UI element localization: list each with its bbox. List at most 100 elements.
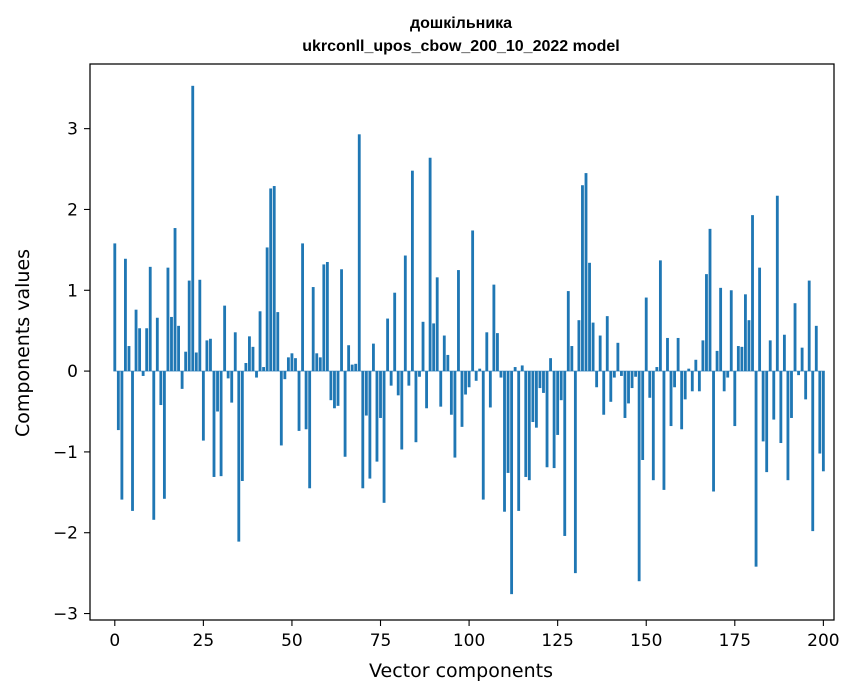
bar-115 [520,365,524,372]
bar-160 [680,371,684,430]
bar-143 [620,371,623,376]
bar-21 [187,280,191,372]
bar-78 [389,371,393,386]
bar-25 [201,371,205,441]
bar-12 [155,317,159,372]
bar-162 [687,368,691,372]
bar-61 [329,371,333,401]
bar-111 [506,371,510,473]
bar-152 [651,371,655,481]
bar-73 [372,343,375,372]
bar-91 [435,277,439,372]
bar-108 [496,333,499,372]
bar-193 [797,371,800,376]
bar-9 [145,328,149,372]
bar-17 [173,228,177,372]
bar-76 [382,371,386,503]
bar-148 [637,371,641,582]
bar-156 [666,337,669,372]
bar-50 [290,353,294,372]
bar-164 [694,359,698,372]
y-axis-label: Components values [12,249,34,437]
x-axis-label: Vector components [369,660,553,682]
bar-176 [736,346,740,372]
bar-5 [131,371,134,511]
bar-27 [209,338,212,372]
bar-85 [414,371,418,443]
bar-16 [170,316,173,372]
bar-36 [240,371,244,481]
bar-38 [248,336,251,372]
bar-188 [779,371,783,444]
bar-140 [609,371,613,402]
x-tick-label: 200 [807,631,839,651]
bar-87 [421,321,425,372]
bar-62 [333,371,336,409]
bar-59 [322,264,326,372]
bar-58 [318,357,322,372]
bar-99 [464,371,467,395]
bar-133 [584,173,588,372]
bar-169 [712,371,715,492]
bar-114 [517,371,521,511]
bar-43 [265,247,269,372]
bar-170 [715,350,719,372]
bar-30 [219,371,223,477]
bar-122 [545,371,549,468]
bar-29 [216,371,219,412]
bar-8 [141,371,145,376]
bar-24 [198,279,202,372]
bar-166 [701,340,705,372]
bar-96 [453,371,457,458]
bar-185 [768,340,772,372]
bar-141 [612,371,616,378]
x-tick-label: 150 [630,631,662,651]
chart-title: дошкільника [410,15,512,32]
bar-60 [325,261,329,372]
bar-200 [821,371,825,472]
bar-45 [272,186,276,372]
bar-41 [258,311,262,372]
bar-14 [162,371,166,499]
bar-90 [432,323,436,372]
bar-77 [386,318,390,372]
bar-123 [549,358,552,372]
bar-180 [751,215,754,372]
bar-196 [807,280,811,372]
bar-52 [297,371,301,431]
bar-51 [294,358,297,372]
bar-138 [602,371,606,415]
bar-54 [304,371,308,430]
bar-174 [729,290,733,372]
bar-47 [279,371,283,446]
bar-6 [134,309,138,372]
bar-67 [350,364,354,372]
bar-106 [488,371,492,408]
bar-195 [804,371,808,400]
bar-121 [542,371,545,393]
bar-88 [425,371,428,409]
bar-192 [793,303,797,372]
bar-94 [446,354,450,372]
bar-74 [375,371,379,462]
bar-187 [775,195,779,372]
bar-81 [400,371,404,450]
bar-147 [634,371,638,377]
bar-177 [740,346,744,372]
bar-39 [251,346,255,372]
bar-23 [194,352,198,372]
x-tick-label: 25 [193,631,215,651]
bar-155 [662,371,666,490]
bar-48 [283,371,287,380]
bar-93 [442,335,446,372]
bar-134 [588,262,591,372]
x-tick-label: 50 [281,631,303,651]
bar-151 [648,371,652,398]
bar-31 [223,305,227,372]
bar-131 [577,320,581,372]
bar-84 [410,170,414,372]
x-axis-ticks: 0 25 50 75 100 125 150 175 200 [109,620,840,651]
x-tick-label: 75 [370,631,392,651]
